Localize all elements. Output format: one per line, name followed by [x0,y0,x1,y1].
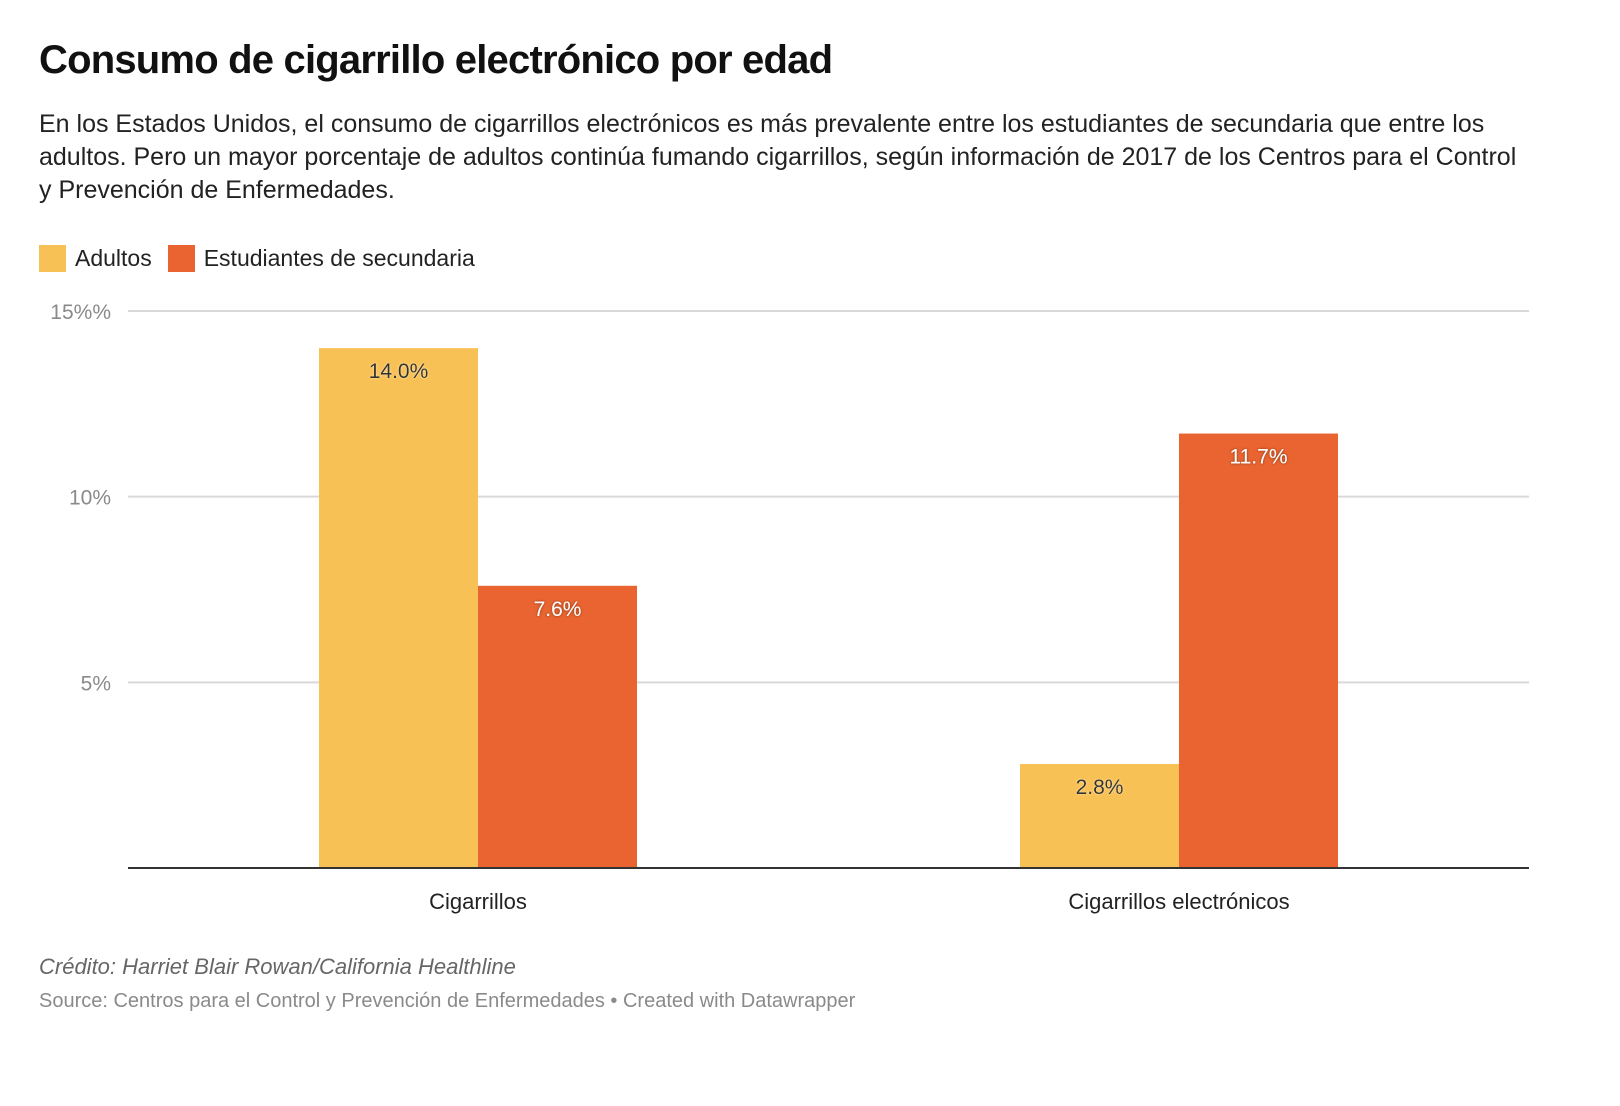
bar-value-label: 7.6% [534,598,582,621]
legend-item-adultos: Adultos [39,245,152,272]
legend-swatch-estudiantes [167,245,195,272]
bar-value-label: 2.8% [1076,776,1124,799]
y-tick-label: 15%% [50,301,111,324]
x-category-label: Cigarrillos electrónicos [1068,889,1289,914]
bar-adultos-1 [1020,764,1179,868]
bar-estudiantes-0 [478,585,637,868]
legend-swatch-adultos [39,245,66,272]
bar-estudiantes-1 [1179,433,1338,868]
y-tick-label: 5% [81,672,111,695]
credit-line: Crédito: Harriet Blair Rowan/California … [39,954,516,979]
chart-subtitle: En los Estados Unidos, el consumo de cig… [39,110,1517,204]
legend-item-estudiantes: Estudiantes de secundaria [167,245,475,272]
legend-label-estudiantes: Estudiantes de secundaria [203,245,475,271]
chart-title: Consumo de cigarrillo electrónico por ed… [39,38,833,82]
legend-label-adultos: Adultos [75,245,152,271]
source-line: Source: Centros para el Control y Preven… [39,990,856,1012]
bar-value-label: 14.0% [369,360,429,383]
bar-adultos-0 [319,348,478,869]
x-category-label: Cigarrillos [429,889,527,914]
legend: Adultos Estudiantes de secundaria [39,245,483,272]
bar-value-label: 11.7% [1230,446,1288,469]
y-tick-label: 10% [69,487,111,510]
